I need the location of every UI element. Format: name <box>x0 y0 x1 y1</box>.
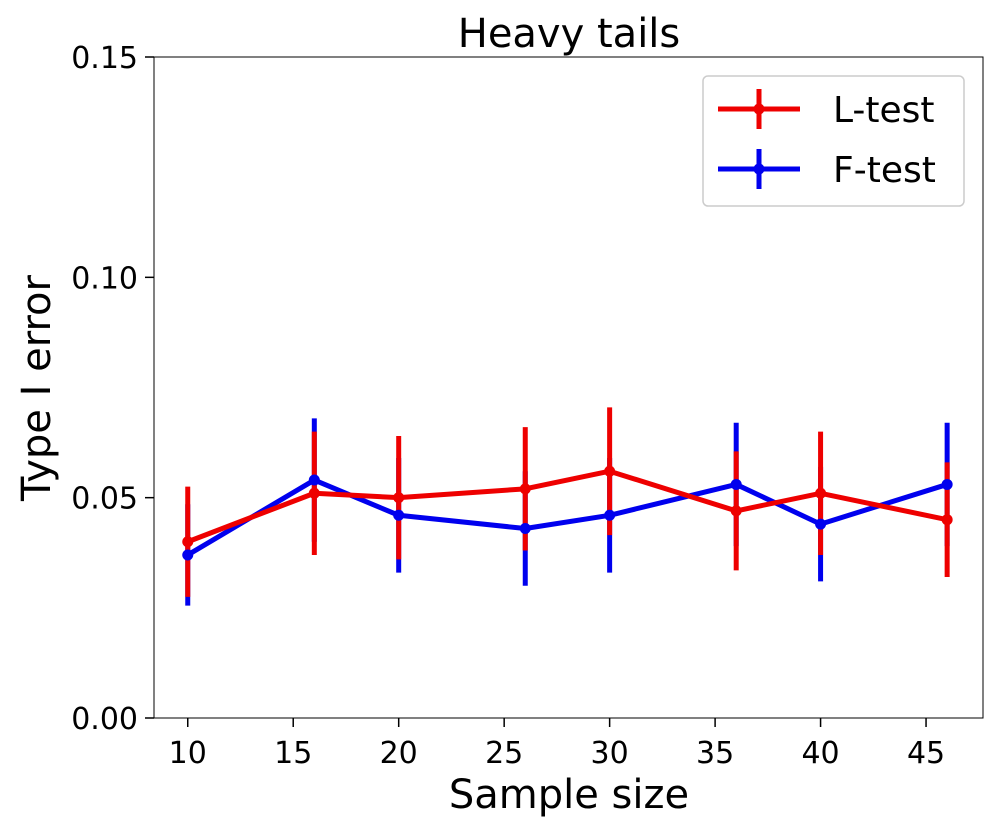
x-tick-label: 15 <box>274 736 312 771</box>
data-point <box>941 478 953 490</box>
data-point <box>730 478 742 490</box>
plot-frame <box>153 56 984 719</box>
x-tick-label: 20 <box>380 736 418 771</box>
legend-marker <box>753 163 765 175</box>
x-tick-label: 25 <box>485 736 523 771</box>
plot-area <box>182 407 953 606</box>
y-tick-label: 0.00 <box>71 702 138 737</box>
y-axis-label: Type I error <box>14 274 60 501</box>
series-line <box>186 468 948 545</box>
x-tick-label: 45 <box>907 736 945 771</box>
data-point <box>604 509 616 521</box>
data-point <box>815 518 827 530</box>
data-point <box>393 509 405 521</box>
series-line <box>186 477 948 558</box>
legend-entry: L-test <box>718 89 935 131</box>
data-point <box>730 505 742 517</box>
data-point <box>519 483 531 495</box>
legend: L-test F-test <box>702 75 965 207</box>
data-point <box>519 523 531 535</box>
chart-title: Heavy tails <box>458 11 681 57</box>
y-axis-ticks: 0.00 0.05 0.10 0.15 <box>71 41 154 737</box>
data-point <box>182 536 194 548</box>
data-point <box>308 487 320 499</box>
data-point <box>815 487 827 499</box>
x-axis-label: Sample size <box>449 772 689 818</box>
y-tick-label: 0.05 <box>71 482 138 517</box>
y-tick-label: 0.15 <box>71 41 138 76</box>
y-tick-label: 0.10 <box>71 261 138 296</box>
x-tick-label: 30 <box>591 736 629 771</box>
series-l-test <box>182 465 953 548</box>
x-tick-label: 35 <box>696 736 734 771</box>
series-l-test-errorbars <box>185 407 950 597</box>
data-point <box>182 549 194 561</box>
legend-entry: F-test <box>718 149 936 191</box>
legend-label: L-test <box>833 90 935 131</box>
data-point <box>393 492 405 504</box>
x-tick-label: 10 <box>169 736 207 771</box>
data-point <box>941 514 953 526</box>
x-axis-ticks: 10 15 20 25 30 35 40 45 <box>169 718 945 771</box>
x-tick-label: 40 <box>801 736 839 771</box>
legend-marker <box>753 103 765 115</box>
data-point <box>308 474 320 486</box>
series-f-test-errorbars <box>185 418 950 606</box>
data-point <box>604 465 616 477</box>
series-f-test <box>182 474 953 561</box>
legend-label: F-test <box>833 150 936 191</box>
